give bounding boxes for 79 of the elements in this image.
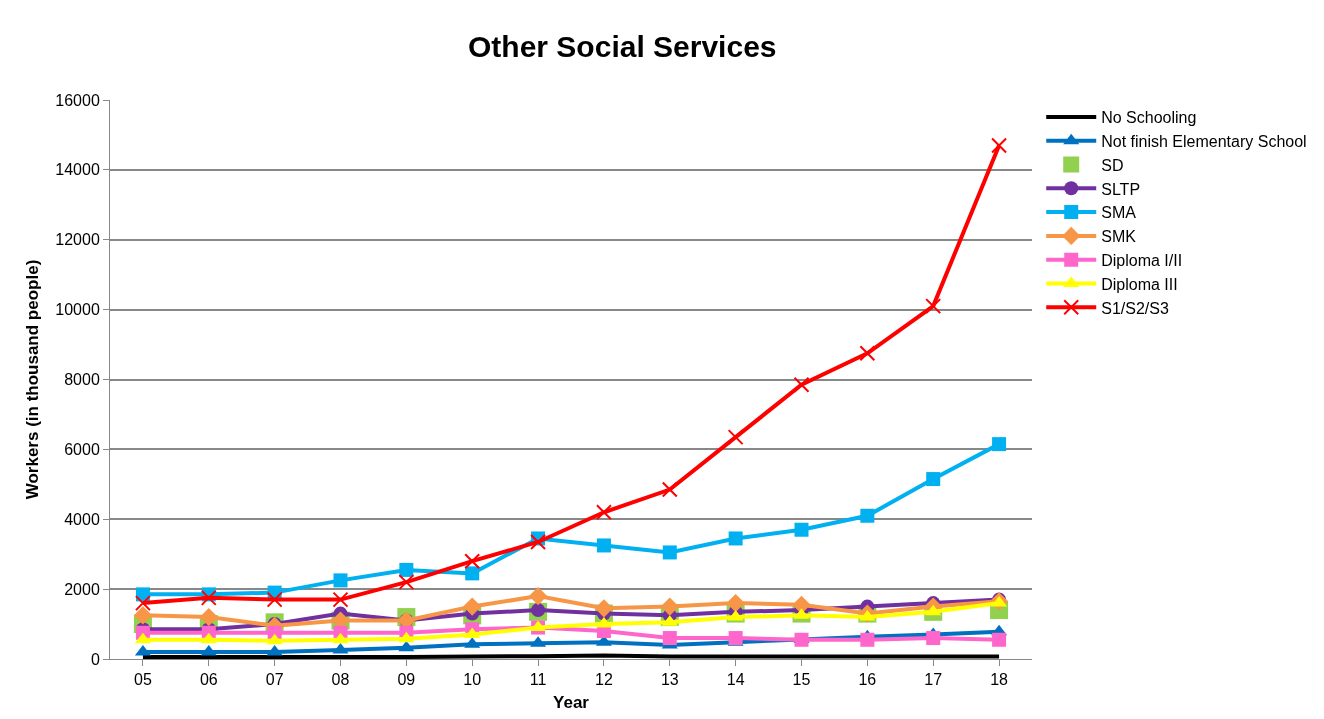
x-tick-label: 06 (199, 671, 218, 689)
x-tick-label: 08 (331, 671, 350, 689)
point (530, 533, 547, 550)
point (199, 607, 218, 627)
point (398, 631, 415, 643)
y-tick-label: 16000 (55, 91, 100, 109)
legend-label: Diploma III (1101, 275, 1178, 293)
y-axis-title: Workers (in thousand people) (22, 259, 42, 500)
y-tick-label: 0 (90, 650, 100, 668)
point (463, 597, 482, 616)
x-tick-label: 11 (529, 671, 547, 689)
legend-label: No Schooling (1101, 109, 1197, 127)
y-tick-label: 10000 (55, 301, 100, 319)
y-tick-label: 8000 (64, 371, 100, 389)
y-tick-label: 4000 (64, 510, 100, 528)
x-tick-label: 05 (134, 671, 152, 689)
chart-title: Other Social Services (468, 29, 777, 63)
x-tick-label: 07 (265, 671, 284, 689)
point (200, 589, 217, 606)
point (992, 437, 1007, 452)
x-tick-label: 16 (858, 671, 877, 689)
point (794, 522, 809, 537)
point (464, 553, 481, 570)
point (528, 587, 548, 606)
x-axis-title: Year (553, 692, 590, 712)
point (925, 604, 942, 616)
point (332, 591, 349, 608)
point (200, 632, 217, 644)
x-tick-label: 18 (990, 671, 1009, 689)
x-tick-label: 13 (660, 671, 679, 689)
x-tick-label: 09 (397, 671, 416, 689)
legend-label: S1/S2/S3 (1101, 299, 1169, 317)
point (333, 573, 348, 588)
legend-label: SD (1101, 156, 1124, 174)
point (728, 631, 743, 646)
legend-label: Not finish Elementary School (1101, 132, 1307, 150)
x-tick-label: 10 (463, 671, 482, 689)
point (860, 508, 875, 523)
point (266, 633, 283, 645)
point (991, 137, 1008, 154)
point (726, 594, 745, 613)
point (594, 599, 614, 618)
point (660, 597, 679, 616)
point (793, 376, 810, 393)
point (596, 538, 611, 553)
point (134, 595, 151, 612)
point (266, 591, 283, 608)
y-tick-label: 14000 (55, 161, 100, 179)
x-tick-label: 12 (595, 671, 613, 689)
point (464, 627, 481, 639)
point (332, 642, 349, 654)
point (728, 531, 743, 546)
y-tick-label: 6000 (64, 440, 100, 458)
point (398, 640, 415, 652)
point (662, 545, 677, 560)
point (662, 631, 677, 646)
point (133, 606, 153, 625)
point (926, 631, 941, 646)
point (925, 298, 942, 315)
point (859, 345, 876, 362)
y-tick-label: 12000 (55, 231, 100, 249)
point (992, 632, 1007, 647)
point (332, 632, 349, 644)
point (595, 504, 612, 521)
y-tick-label: 2000 (64, 580, 100, 598)
legend-label: SMK (1101, 228, 1137, 246)
point (860, 632, 875, 647)
x-tick-label: 14 (726, 671, 745, 689)
point (926, 472, 941, 487)
point (465, 566, 480, 581)
point (794, 632, 809, 647)
legend-label: SMA (1101, 204, 1137, 222)
point (399, 562, 414, 577)
point (398, 574, 415, 591)
x-tick-label: 15 (792, 671, 811, 689)
point (661, 481, 678, 498)
x-tick-label: 17 (924, 671, 943, 689)
legend-label: Diploma I/II (1101, 251, 1183, 269)
legend-label: SLTP (1101, 180, 1141, 198)
